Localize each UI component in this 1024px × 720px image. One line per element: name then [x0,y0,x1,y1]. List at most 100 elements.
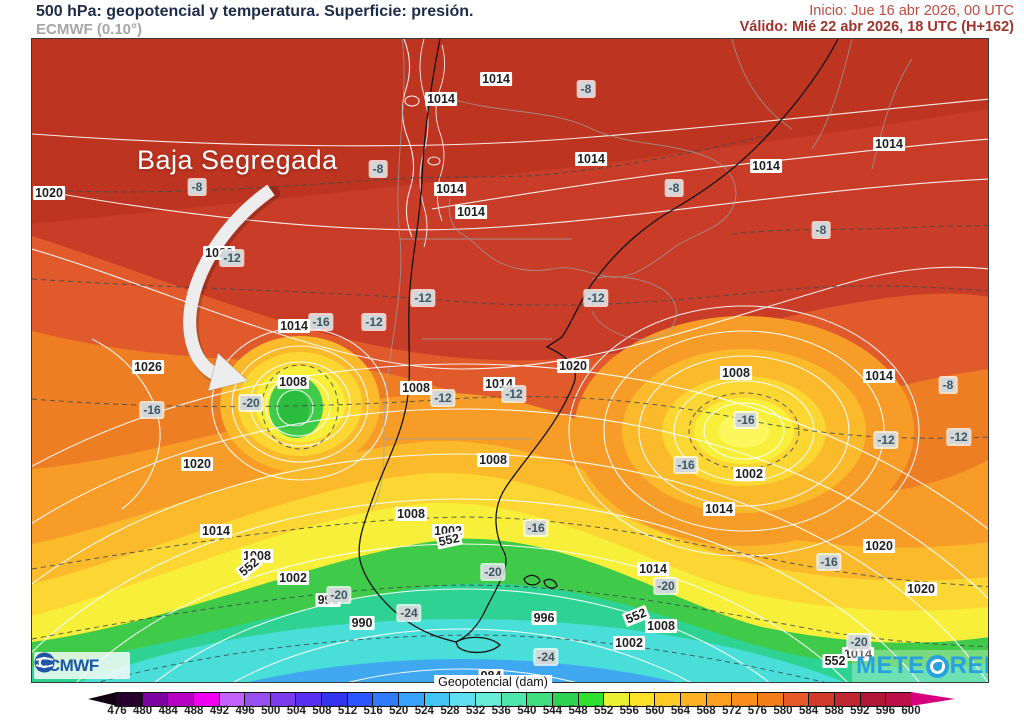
temperature-label: -20 [848,635,870,649]
temperature-label: -8 [813,223,829,237]
ecmwf-logo: ECMWF [34,652,130,679]
colorbar-tick: 552 [594,705,614,717]
temperature-label: -16 [141,403,163,417]
pressure-label: 1014 [863,369,895,383]
pressure-label: 996 [531,611,557,625]
colorbar-tick: 532 [465,705,486,717]
temperature-label: -8 [940,378,956,392]
colorbar-tick: 488 [184,705,204,717]
temperature-label: -8 [666,181,682,195]
meteored-logo: METE RED [852,650,988,682]
temperature-label: -12 [503,387,525,401]
run-init-time: Inicio: Jue 16 abr 2026, 00 UTC [809,3,1014,19]
ecmwf-globe-icon [34,652,55,673]
colorbar-segment [321,693,347,706]
temperature-label: -8 [578,82,594,96]
colorbar-segment [192,693,219,706]
colorbar-segment [603,693,629,706]
colorbar-segment [398,693,424,706]
colorbar-segment [782,693,809,706]
pressure-label: 1014 [455,205,487,219]
colorbar-tick: 508 [312,705,332,717]
pressure-label: 1002 [733,467,765,481]
temperature-label: -20 [655,579,677,593]
coastline [358,39,839,654]
colorbar-tick: 592 [850,705,870,717]
colorbar-tick: 520 [389,705,409,717]
cutoff-low-annotation: Baja Segregada [137,145,338,175]
temperature-label: -16 [310,315,332,329]
colorbar-segment [551,693,578,706]
colorbar-tick: 512 [337,705,358,717]
geopotential-field-image [32,39,988,682]
colorbar-tick: 580 [773,705,793,717]
temperature-label: -12 [875,433,897,447]
colorbar-tick: 560 [645,705,665,717]
colorbar-segment [705,693,732,706]
colorbar-tick: 492 [209,705,230,717]
pressure-label: 1014 [575,152,607,166]
colorbar-segment [372,693,399,706]
pressure-label: 1008 [720,366,752,380]
colorbar-tick: 496 [235,705,255,717]
temperature-label: -20 [240,396,262,410]
pressure-label: 1014 [842,647,874,661]
temperature-label: -12 [363,315,385,329]
temperature-label: -20 [482,565,504,579]
pressure-label: 1026 [132,360,164,374]
temperature-label: -16 [818,555,840,569]
colorbar-segment [141,693,168,706]
colorbar-tick: 484 [158,705,178,717]
colorbar-segment [474,693,501,706]
colorbar-tick: 548 [568,705,588,717]
colorbar-tick: 536 [491,705,511,717]
temperature-label: -12 [948,430,970,444]
colorbar-segment [859,693,886,706]
colorbar-tick: 528 [440,705,460,717]
pressure-label: 1014 [278,319,310,333]
temperature-label: -24 [398,606,420,620]
colorbar-segment [577,693,604,706]
colorbar-segment [680,693,706,706]
temperature-label: -12 [221,251,243,265]
colorbar-segment [731,693,758,706]
pressure-label: 1002 [277,571,309,585]
colorbar-tick: 572 [722,705,742,717]
pressure-label: 1020 [33,186,65,200]
temperature-label: -12 [432,391,454,405]
colorbar-ticks: 476 480 484 488 492 496 500 504 508 512 516 520 524 5… [0,705,1024,719]
pressure-label: 1008 [277,375,309,389]
colorbar-segment [449,693,475,706]
colorbar-title: Geopotencial (dam) [434,675,552,689]
colorbar-segment [244,693,270,706]
colorbar-segment [628,693,655,706]
pressure-label: 1014 [434,182,466,196]
colorbar-tick: 596 [875,705,895,717]
colorbar-segment [654,693,681,706]
colorbar-tick: 516 [363,705,383,717]
colorbar-segment [269,693,296,706]
temperature-label: -8 [189,180,205,194]
colorbar-arrow-right [911,692,955,706]
temperature-label: -20 [328,588,350,602]
colorbar-tick: 476 [107,705,127,717]
colorbar-segment [167,693,193,706]
colorbar-segment [808,693,834,706]
pressure-label: 1014 [637,562,669,576]
pressure-label: 1020 [557,359,589,373]
colorbar-segment [423,693,450,706]
pressure-label: 1020 [863,539,895,553]
meteored-logo-text-right: RED [949,652,988,679]
temperature-label: -16 [675,458,697,472]
low-right [574,316,914,546]
colorbar-tick: 540 [517,705,537,717]
pressure-label: 1014 [703,502,735,516]
colorbar-tick: 564 [670,705,691,717]
colorbar-tick: 480 [133,705,153,717]
geopotential-label: 552 [822,654,848,668]
temperature-label: -8 [370,162,386,176]
page-title: 500 hPa: geopotencial y temperatura. Sup… [36,3,474,20]
pressure-label: 1008 [395,507,427,521]
annotation-arrow [183,184,280,392]
pressure-label: 1014 [200,524,232,538]
